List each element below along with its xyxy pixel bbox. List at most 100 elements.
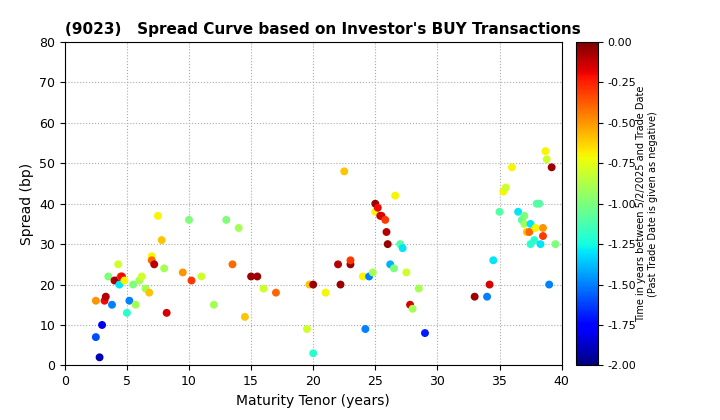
- Point: [183, 217, 194, 223]
- Point: [369, 208, 381, 215]
- Point: [335, 281, 346, 288]
- Point: [374, 213, 386, 219]
- Point: [220, 217, 232, 223]
- Point: [357, 273, 369, 280]
- Point: [534, 200, 545, 207]
- Point: [407, 305, 418, 312]
- Point: [518, 213, 530, 219]
- Point: [382, 241, 394, 247]
- Point: [307, 350, 319, 357]
- Y-axis label: Time in years between 5/2/2025 and Trade Date
(Past Trade Date is given as negat: Time in years between 5/2/2025 and Trade…: [636, 86, 658, 322]
- Point: [258, 285, 269, 292]
- Point: [177, 269, 189, 276]
- Point: [345, 261, 356, 268]
- Point: [251, 273, 263, 280]
- Point: [246, 273, 257, 280]
- Point: [111, 277, 122, 284]
- Point: [494, 208, 505, 215]
- Point: [152, 213, 163, 219]
- Point: [134, 277, 145, 284]
- Point: [506, 164, 518, 171]
- Point: [109, 277, 120, 284]
- Point: [304, 281, 315, 288]
- Point: [518, 220, 530, 227]
- Point: [115, 273, 127, 280]
- Point: [544, 281, 555, 288]
- Point: [537, 225, 549, 231]
- Point: [388, 265, 400, 272]
- Point: [405, 302, 416, 308]
- Point: [530, 225, 541, 231]
- X-axis label: Maturity Tenor (years): Maturity Tenor (years): [236, 394, 390, 408]
- Point: [196, 273, 207, 280]
- Point: [99, 297, 110, 304]
- Point: [397, 245, 408, 252]
- Point: [516, 217, 528, 223]
- Point: [146, 257, 158, 264]
- Point: [96, 322, 108, 328]
- Point: [369, 200, 381, 207]
- Point: [469, 293, 480, 300]
- Point: [90, 334, 102, 341]
- Point: [227, 261, 238, 268]
- Point: [376, 213, 387, 219]
- Point: [345, 257, 356, 264]
- Point: [381, 228, 392, 235]
- Point: [161, 310, 172, 316]
- Point: [372, 205, 384, 211]
- Point: [333, 261, 344, 268]
- Point: [124, 297, 135, 304]
- Point: [390, 192, 401, 199]
- Point: [102, 273, 114, 280]
- Point: [114, 281, 125, 288]
- Y-axis label: Spread (bp): Spread (bp): [19, 163, 34, 245]
- Point: [523, 228, 535, 235]
- Point: [307, 281, 319, 288]
- Point: [140, 285, 151, 292]
- Point: [121, 310, 132, 316]
- Point: [395, 241, 406, 247]
- Point: [487, 257, 499, 264]
- Point: [541, 156, 552, 163]
- Point: [513, 208, 524, 215]
- Point: [540, 148, 552, 155]
- Point: [367, 269, 379, 276]
- Point: [364, 273, 375, 280]
- Point: [482, 293, 493, 300]
- Point: [498, 188, 509, 195]
- Point: [143, 289, 155, 296]
- Point: [100, 293, 112, 300]
- Point: [484, 281, 495, 288]
- Point: [156, 237, 168, 244]
- Point: [186, 277, 197, 284]
- Point: [148, 261, 160, 268]
- Point: [384, 261, 396, 268]
- Point: [208, 302, 220, 308]
- Point: [90, 297, 102, 304]
- Point: [528, 237, 540, 244]
- Point: [413, 285, 425, 292]
- Point: [116, 273, 127, 280]
- Point: [233, 225, 245, 231]
- Point: [320, 289, 331, 296]
- Point: [94, 354, 105, 361]
- Point: [531, 200, 543, 207]
- Point: [521, 228, 533, 235]
- Point: [535, 241, 546, 247]
- Point: [112, 261, 124, 268]
- Point: [270, 289, 282, 296]
- Point: [525, 241, 536, 247]
- Point: [400, 269, 412, 276]
- Point: [239, 313, 251, 320]
- Point: [301, 326, 312, 332]
- Point: [130, 302, 141, 308]
- Point: [537, 233, 549, 239]
- Point: [107, 302, 118, 308]
- Point: [338, 168, 350, 175]
- Point: [158, 265, 170, 272]
- Text: (9023)   Spread Curve based on Investor's BUY Transactions: (9023) Spread Curve based on Investor's …: [65, 22, 580, 37]
- Point: [359, 326, 371, 332]
- Point: [136, 273, 148, 280]
- Point: [419, 330, 431, 336]
- Point: [549, 241, 561, 247]
